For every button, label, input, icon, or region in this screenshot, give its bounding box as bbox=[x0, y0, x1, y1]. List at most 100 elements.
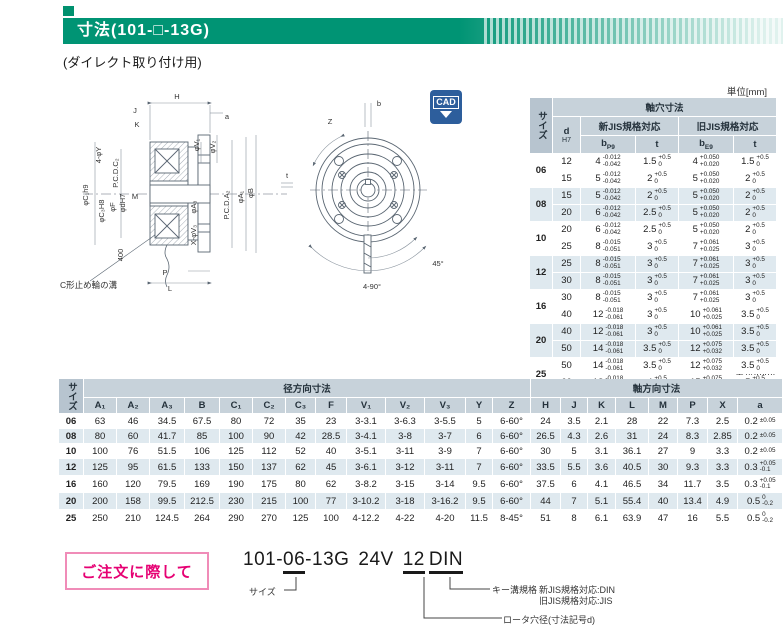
cell: 3-6.1 bbox=[347, 459, 385, 475]
column-header: A₂ bbox=[117, 398, 149, 413]
size-cell: 10 bbox=[59, 444, 83, 458]
table-row: 08 80 60 41.7 85 100 90 42 28.5 3-4.1 3-8 3-7 6 6-60°… bbox=[59, 429, 782, 443]
tolerance-cell: 0.2 ±0.05 bbox=[738, 429, 782, 443]
column-header: a bbox=[738, 398, 782, 413]
cell: 80 bbox=[220, 414, 252, 428]
cell: 3-8.2 bbox=[347, 476, 385, 492]
table-row: 25 8 -0.015 -0.051 3 +0.5 0 7 +0.061 +0.025 3 +0.5 0 bbox=[530, 238, 776, 255]
cell: 133 bbox=[185, 459, 219, 475]
b-e9-header: bE9 bbox=[679, 136, 733, 153]
cell: 160 bbox=[84, 476, 116, 492]
annotation-key-new-jis: 新JIS規格対応:DIN bbox=[539, 585, 616, 595]
column-header: C₃ bbox=[286, 398, 315, 413]
cell: 124.5 bbox=[150, 510, 184, 526]
cell: 51 bbox=[531, 510, 560, 526]
cell: 22 bbox=[649, 414, 677, 428]
tolerance-cell: 3 +0.5 0 bbox=[734, 238, 776, 255]
cell: 3-11 bbox=[425, 459, 465, 475]
page-title: 寸法(101-□-13G) bbox=[77, 22, 210, 39]
t-header: t bbox=[734, 136, 776, 153]
size-cell: 06 bbox=[59, 414, 83, 428]
cell: 40.5 bbox=[616, 459, 648, 475]
retaining-ring-note: C形止め輪の溝 bbox=[60, 280, 118, 290]
page-subtitle: (ダイレクト取り付け用) bbox=[63, 55, 202, 70]
technical-drawing: H J K a 4-φY P.C.D.C₂ φC₁h9 φC₃H8 φF φdH… bbox=[60, 92, 444, 293]
cell: 12 bbox=[553, 153, 580, 170]
cell: 6 bbox=[561, 476, 587, 492]
cell: 3-16.2 bbox=[425, 493, 465, 509]
dim-j: J bbox=[133, 106, 137, 115]
cell: 6-60° bbox=[493, 476, 530, 492]
code-model: -13G bbox=[305, 549, 350, 570]
cell: 34 bbox=[649, 476, 677, 492]
column-header: M bbox=[649, 398, 677, 413]
column-header: J bbox=[561, 398, 587, 413]
table-row: 15 5 -0.012 -0.042 2 +0.5 0 5 +0.050 +0.020 2 +0.5 0 bbox=[530, 170, 776, 187]
cell: 9.3 bbox=[678, 459, 707, 475]
size-cell: 10 bbox=[530, 221, 552, 255]
cell: 2.5 bbox=[708, 414, 737, 428]
cell: 200 bbox=[84, 493, 116, 509]
cell: 95 bbox=[117, 459, 149, 475]
front-view-labels: b Z 45° 4-90° bbox=[328, 99, 444, 291]
cell: 41.7 bbox=[150, 429, 184, 443]
cell: 50 bbox=[553, 357, 580, 374]
tolerance-cell: 4 +0.050 +0.020 bbox=[679, 153, 733, 170]
column-header: F bbox=[316, 398, 346, 413]
column-header: L bbox=[616, 398, 648, 413]
dim-l: L bbox=[168, 284, 172, 293]
cell: 30 bbox=[553, 289, 580, 306]
tolerance-cell: 7 +0.061 +0.025 bbox=[679, 289, 733, 306]
annotation-key-label: キー溝規格 bbox=[492, 585, 538, 595]
cell: 63 bbox=[84, 414, 116, 428]
cell: 7 bbox=[561, 493, 587, 509]
tolerance-cell: 5 +0.050 +0.020 bbox=[679, 221, 733, 238]
cell: 25 bbox=[553, 255, 580, 272]
cell: 40 bbox=[316, 444, 346, 458]
cell: 4-22 bbox=[386, 510, 424, 526]
cell: 99.5 bbox=[150, 493, 184, 509]
table-row: 16 30 8 -0.015 -0.051 3 +0.5 0 7 +0.061 +0.025 3 +0.… bbox=[530, 289, 776, 323]
cell: 26.5 bbox=[531, 429, 560, 443]
column-header: Y bbox=[466, 398, 492, 413]
cell: 33.5 bbox=[531, 459, 560, 475]
cell: 3-9 bbox=[425, 444, 465, 458]
side-view bbox=[83, 134, 287, 288]
table-row: 25 50 14 -0.018 -0.061 3.5 +0.5 0 12 +0.075 +0.032… bbox=[530, 357, 776, 391]
cell: 3-15 bbox=[386, 476, 424, 492]
cell: 40 bbox=[553, 323, 580, 340]
cad-download-icon[interactable]: CAD bbox=[430, 90, 462, 124]
front-view bbox=[310, 131, 427, 274]
cell: 7 bbox=[466, 459, 492, 475]
cell: 100 bbox=[286, 493, 315, 509]
cell: 62 bbox=[286, 459, 315, 475]
side-dimension-lines bbox=[89, 101, 293, 285]
size-cell: 12 bbox=[59, 459, 83, 475]
cell: 3-14 bbox=[425, 476, 465, 492]
cell: 3-5.1 bbox=[347, 444, 385, 458]
tolerance-cell: 3 +0.5 0 bbox=[636, 272, 678, 289]
cell: 158 bbox=[117, 493, 149, 509]
cell: 3-10.2 bbox=[347, 493, 385, 509]
cell: 4-20 bbox=[425, 510, 465, 526]
cell: 175 bbox=[253, 476, 285, 492]
tolerance-cell: 3 +0.5 0 bbox=[734, 255, 776, 272]
title-bar-stripes bbox=[480, 18, 783, 44]
table-row: 06 12 4 -0.012 -0.042 1.5 +0.5 0 4 +0.050 +0.020 1.… bbox=[530, 153, 776, 187]
cell: 100 bbox=[84, 444, 116, 458]
cell: 3-5.5 bbox=[425, 414, 465, 428]
tolerance-cell: 2.5 +0.5 0 bbox=[636, 221, 678, 238]
tolerance-cell: 2 +0.5 0 bbox=[734, 204, 776, 221]
size-cell: 06 bbox=[530, 153, 552, 187]
dim-4x90deg: 4-90° bbox=[363, 282, 381, 291]
cell: 3.6 bbox=[588, 459, 615, 475]
code-voltage: 24V bbox=[358, 549, 394, 570]
tolerance-cell: 0.2 ±0.05 bbox=[738, 414, 782, 428]
cell: 5.5 bbox=[708, 510, 737, 526]
tolerance-cell: 3 +0.5 0 bbox=[734, 289, 776, 306]
tolerance-cell: 3.5 +0.5 0 bbox=[734, 357, 776, 374]
annotation-rotor-bore-label: ロータ穴径(寸法記号d) bbox=[503, 615, 596, 625]
dim-b-key: b bbox=[377, 99, 381, 108]
cell: 11.5 bbox=[466, 510, 492, 526]
tolerance-cell: 8 -0.015 -0.051 bbox=[581, 238, 635, 255]
